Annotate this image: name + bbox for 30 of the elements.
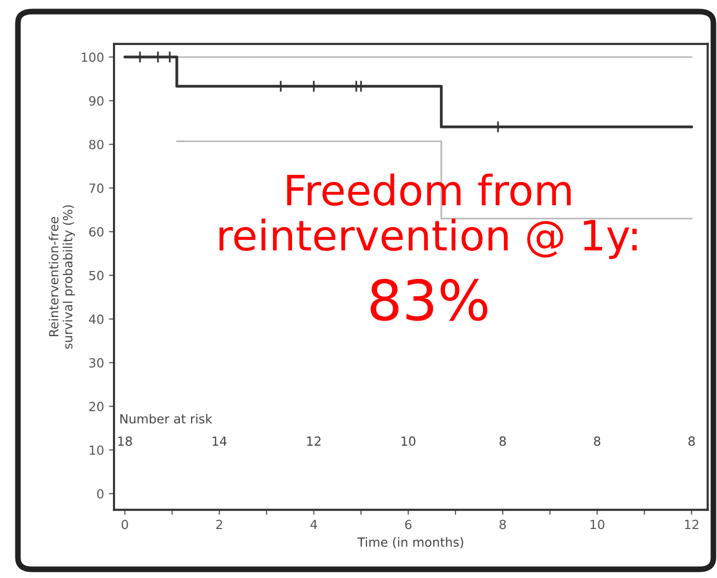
annotation: 18 [118, 436, 132, 446]
y-tick-label: 100 [82, 52, 104, 62]
annotation: 8 [594, 436, 600, 446]
y-tick-label: 60 [89, 227, 104, 237]
annotation: 8 [500, 436, 506, 446]
annotation: 10 [402, 436, 416, 446]
y-tick-label: 70 [89, 183, 104, 193]
x-axis-title: Time (in months) [357, 537, 464, 548]
y-tick-label: 0 [97, 489, 104, 499]
x-tick-label: 0 [122, 520, 128, 530]
y-axis-title: Reintervention-free survival probability (%) [48, 205, 75, 349]
x-tick-label: 6 [405, 520, 412, 530]
y-tick-label: 20 [89, 402, 104, 412]
y-tick-label: 80 [89, 140, 104, 150]
x-tick-label: 4 [310, 520, 318, 530]
x-tick-label: 12 [685, 520, 698, 530]
annotation: 8 [688, 436, 695, 446]
annotation: 12 [307, 436, 320, 446]
y-tick-label: 10 [90, 445, 104, 455]
annotation: Freedom from reintervention @ 1y: [220, 174, 637, 259]
x-tick-label: 10 [590, 520, 604, 530]
x-tick-label: 2 [216, 520, 222, 530]
annotation: 83% [370, 278, 488, 321]
y-tick-label: 90 [89, 96, 104, 106]
y-tick-label: 50 [89, 270, 104, 280]
y-tick-label: 40 [88, 314, 104, 324]
x-tick-label: 8 [500, 520, 506, 530]
annotation: Number at risk [120, 414, 212, 424]
y-tick-label: 30 [89, 358, 104, 368]
annotation: 14 [212, 436, 227, 446]
